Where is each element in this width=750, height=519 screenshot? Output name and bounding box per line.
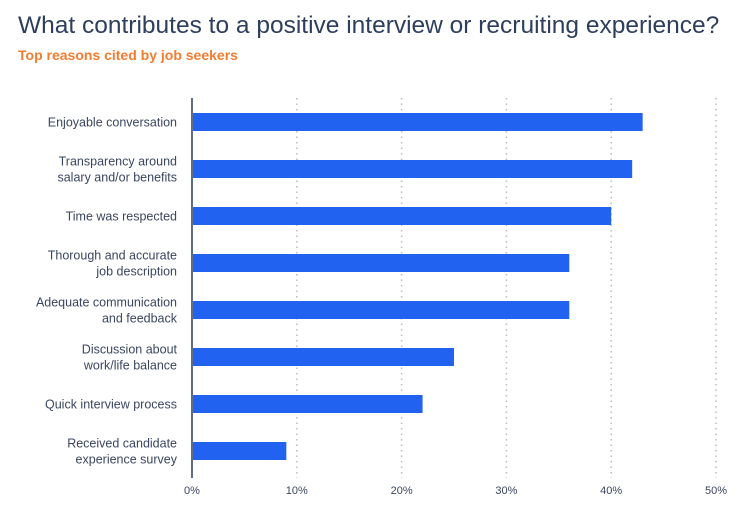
- category-label: Time was respected: [66, 210, 177, 224]
- category-label-line: Adequate communication: [36, 296, 177, 310]
- bar: [193, 395, 423, 413]
- category-label-line: Time was respected: [66, 210, 177, 224]
- bar: [193, 442, 287, 460]
- bar: [193, 113, 643, 131]
- category-label-line: Enjoyable conversation: [48, 116, 177, 130]
- bar: [193, 160, 633, 178]
- category-label-line: Discussion about: [82, 343, 178, 357]
- category-label: Quick interview process: [45, 398, 177, 412]
- bar: [193, 301, 570, 319]
- category-label: Transparency around salary and/or benefit…: [57, 155, 177, 185]
- category-label-line: experience survey: [76, 453, 178, 467]
- bar: [193, 348, 454, 366]
- category-label-line: Thorough and accurate: [48, 249, 177, 263]
- category-label-line: Quick interview process: [45, 398, 177, 412]
- category-label: Thorough and accurate job description: [48, 249, 177, 279]
- category-label-line: Received candidate: [67, 437, 177, 451]
- x-tick-label: 20%: [391, 485, 413, 497]
- chart-subtitle: Top reasons cited by job seekers: [18, 47, 238, 63]
- category-label: Adequate communication and feedback: [36, 296, 178, 326]
- category-label-line: Transparency around: [59, 155, 177, 169]
- category-label-line: work/life balance: [83, 359, 177, 373]
- category-label-line: salary and/or benefits: [57, 171, 177, 185]
- x-tick-label: 30%: [495, 485, 517, 497]
- x-tick-label: 10%: [286, 485, 308, 497]
- x-tick-label: 0%: [184, 485, 200, 497]
- x-tick-label: 50%: [705, 485, 727, 497]
- category-label: Discussion about work/life balance: [82, 343, 178, 373]
- x-tick-label: 40%: [600, 485, 622, 497]
- bar: [193, 207, 612, 225]
- category-label-line: and feedback: [102, 312, 178, 326]
- category-label-line: job description: [95, 265, 177, 279]
- bar: [193, 254, 570, 272]
- chart-title: What contributes to a positive interview…: [18, 12, 720, 39]
- category-label: Enjoyable conversation: [48, 116, 177, 130]
- category-label: Received candidate experience survey: [67, 437, 178, 467]
